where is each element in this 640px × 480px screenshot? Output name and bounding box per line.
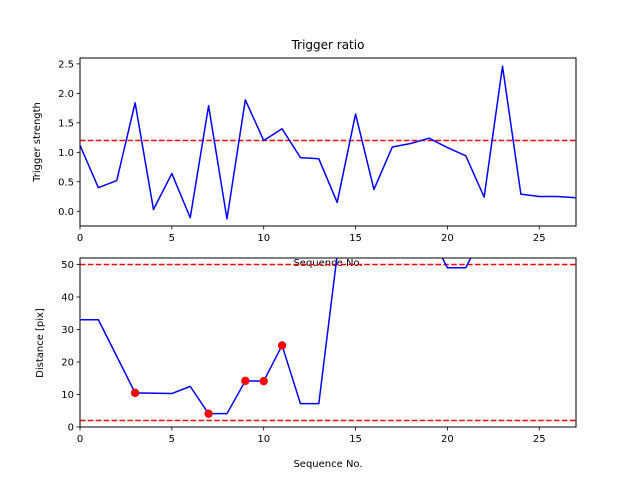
top-x-tick-label: 0 [77, 233, 83, 244]
top-x-tick-label: 25 [533, 233, 546, 244]
top-x-tick-label: 5 [169, 233, 175, 244]
top-y-tick-label: 1.5 [58, 118, 74, 129]
bottom-x-tick-label: 25 [533, 434, 546, 445]
top-y-tick-label: 1.0 [58, 148, 74, 159]
top-y-tick-label: 0.5 [58, 177, 74, 188]
bottom-data-marker [277, 341, 287, 350]
top-chart: 0 5 10 15 20 25 0.0 0.5 1.0 1.5 2.0 2.5 [58, 57, 577, 244]
top-series-line [80, 65, 576, 220]
bottom-chart-ylabel: Distance [pix] [35, 308, 46, 378]
bottom-data-marker [204, 409, 213, 418]
top-plot-area [80, 65, 576, 220]
bottom-x-tick-label: 20 [441, 434, 454, 445]
top-x-tick-label: 15 [349, 233, 362, 244]
top-x-tick-label: 10 [257, 233, 270, 244]
top-chart-xlabel: Sequence No. [293, 258, 362, 269]
bottom-y-tick-label: 40 [61, 293, 74, 304]
top-y-tick-label: 2.0 [58, 89, 74, 100]
top-chart-title: Trigger ratio [291, 38, 365, 52]
top-chart-ylabel: Trigger strength [32, 102, 43, 183]
bottom-y-tick-label: 0 [68, 423, 74, 434]
top-axes-frame [79, 57, 577, 227]
bottom-series-line [80, 258, 472, 415]
bottom-data-marker [241, 376, 250, 386]
bottom-data-marker [259, 376, 268, 386]
top-x-tick-label: 20 [441, 233, 454, 244]
bottom-y-tick-label: 50 [61, 260, 74, 271]
bottom-data-marker [130, 388, 140, 398]
bottom-x-tick-label: 10 [257, 434, 270, 445]
top-y-tick-label: 0.0 [58, 207, 74, 218]
bottom-chart-xlabel: Sequence No. [293, 459, 362, 470]
bottom-y-tick-label: 10 [61, 390, 74, 401]
bottom-x-tick-label: 15 [349, 434, 362, 445]
bottom-plot-area [80, 258, 576, 422]
bottom-chart: 0 5 10 15 20 25 0 10 20 30 40 50 [61, 257, 577, 445]
bottom-axes-frame [79, 257, 577, 428]
bottom-y-tick-label: 20 [61, 358, 74, 369]
top-y-tick-label: 2.5 [58, 59, 74, 70]
bottom-x-tick-label: 5 [169, 434, 175, 445]
bottom-x-tick-label: 0 [77, 434, 83, 445]
bottom-y-tick-label: 30 [61, 325, 74, 336]
